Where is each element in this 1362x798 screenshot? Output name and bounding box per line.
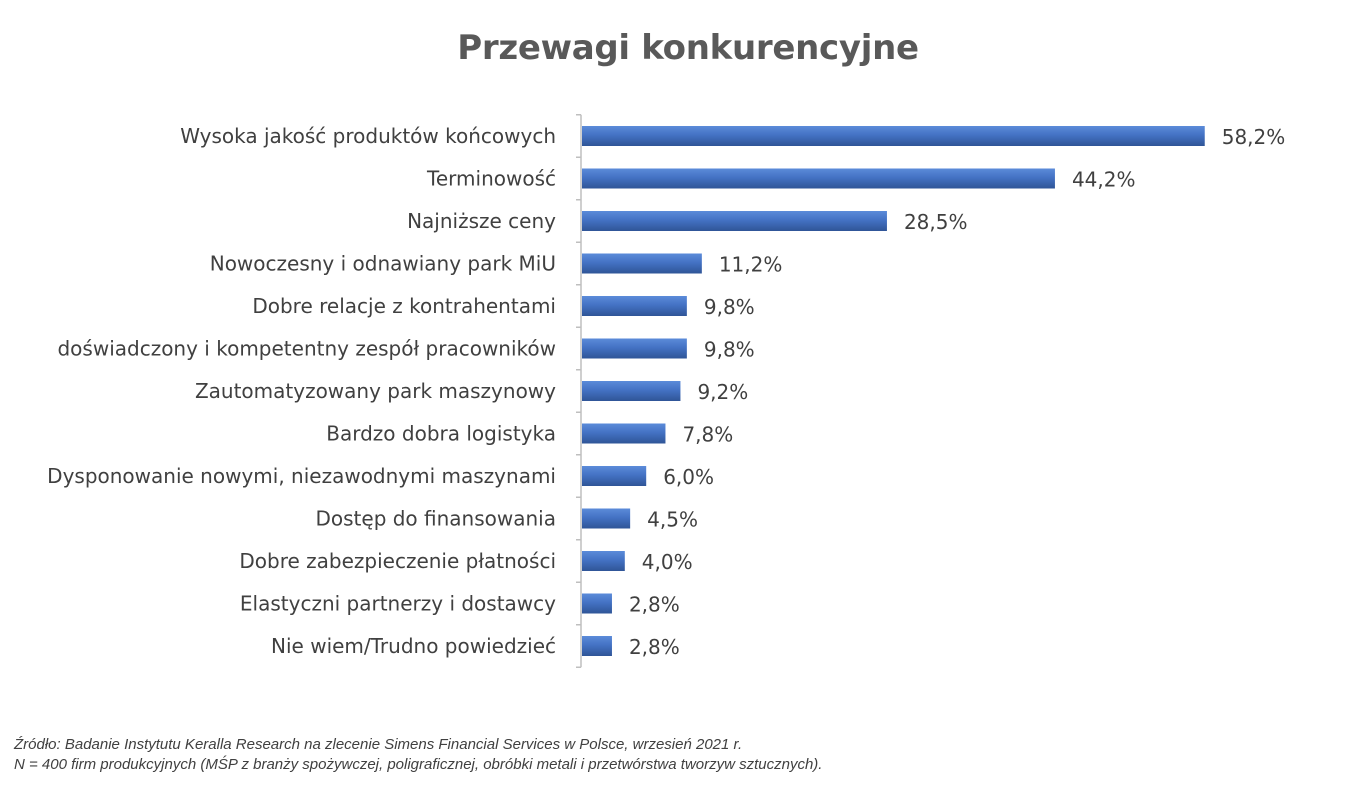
data-label: 9,8% bbox=[704, 338, 755, 362]
data-label: 28,5% bbox=[904, 210, 968, 234]
category-label: Dysponowanie nowymi, niezawodnymi maszyn… bbox=[47, 464, 556, 488]
category-label: Nie wiem/Trudno powiedzieć bbox=[271, 634, 556, 658]
category-label: Dobre relacje z kontrahentami bbox=[252, 294, 556, 318]
data-label: 9,8% bbox=[704, 295, 755, 319]
category-label: Dobre zabezpieczenie płatności bbox=[239, 549, 556, 573]
bar bbox=[582, 168, 1055, 189]
category-label: Wysoka jakość produktów końcowych bbox=[180, 124, 556, 148]
bar bbox=[582, 593, 612, 614]
category-label: Elastyczni partnerzy i dostawcy bbox=[240, 592, 556, 616]
bar bbox=[582, 296, 687, 316]
data-label: 4,5% bbox=[647, 508, 698, 532]
category-label: Bardzo dobra logistyka bbox=[326, 422, 556, 446]
bars-layer: Wysoka jakość produktów końcowych 58,2% Te… bbox=[47, 114, 1286, 668]
bar bbox=[582, 381, 681, 401]
data-label: 9,2% bbox=[697, 380, 748, 404]
bar bbox=[582, 551, 625, 571]
chart-title: Przewagi konkurencyjne bbox=[457, 28, 919, 68]
data-label: 44,2% bbox=[1072, 168, 1136, 192]
category-label: Nowoczesny i odnawiany park MiU bbox=[210, 252, 556, 276]
data-label: 11,2% bbox=[719, 253, 783, 277]
data-label: 4,0% bbox=[642, 550, 693, 574]
bar bbox=[582, 253, 702, 274]
data-label: 58,2% bbox=[1222, 125, 1286, 149]
category-label: Dostęp do finansowania bbox=[315, 507, 556, 531]
bar bbox=[582, 466, 647, 486]
data-label: 2,8% bbox=[629, 635, 680, 659]
bar bbox=[582, 211, 887, 231]
data-label: 6,0% bbox=[663, 465, 714, 489]
category-label: Terminowość bbox=[426, 167, 556, 191]
data-label: 2,8% bbox=[629, 593, 680, 617]
sample-note: N = 400 firm produkcyjnych (MŚP z branży… bbox=[14, 756, 823, 773]
bar bbox=[582, 338, 687, 359]
bar bbox=[582, 126, 1205, 146]
bar bbox=[582, 508, 631, 529]
category-label: doświadczony i kompetentny zespół pracow… bbox=[57, 337, 556, 361]
source-note: Źródło: Badanie Instytutu Keralla Resear… bbox=[14, 736, 743, 753]
category-label: Najniższe ceny bbox=[407, 209, 556, 233]
data-label: 7,8% bbox=[682, 423, 733, 447]
bar bbox=[582, 636, 612, 656]
category-label: Zautomatyzowany park maszynowy bbox=[195, 379, 556, 403]
bar bbox=[582, 423, 666, 444]
